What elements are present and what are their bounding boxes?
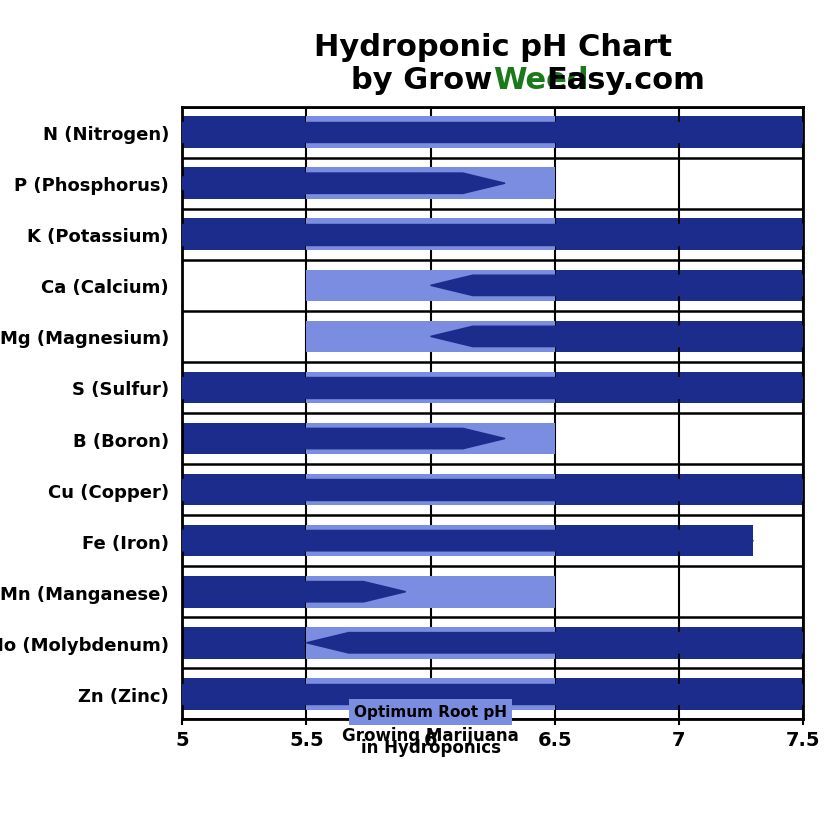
Bar [182,117,802,149]
Bar [306,576,554,608]
Text: in Hydroponics: in Hydroponics [360,739,500,757]
Polygon shape [232,429,504,449]
Polygon shape [430,327,802,347]
Text: Optimum Root pH: Optimum Root pH [354,705,506,719]
Polygon shape [182,531,753,552]
Bar [157,168,554,200]
Polygon shape [182,123,802,143]
Polygon shape [306,633,802,653]
Bar [182,627,802,659]
Polygon shape [182,225,802,245]
Bar [182,678,802,710]
Bar [306,219,554,251]
Bar [182,525,753,557]
Bar [182,576,554,608]
Polygon shape [182,684,802,705]
Polygon shape [182,378,802,399]
Text: Weed: Weed [492,66,587,95]
Polygon shape [182,480,802,500]
Bar [306,321,554,353]
Polygon shape [430,276,802,296]
Bar [306,270,802,302]
Text: Growing Marijuana: Growing Marijuana [342,726,519,744]
Bar [182,219,802,251]
Bar [306,168,554,200]
Bar [306,474,554,506]
Text: Easy.com: Easy.com [546,66,705,95]
Text: Hydroponic pH Chart: Hydroponic pH Chart [313,33,671,62]
Bar [182,423,554,455]
Text: by Grow: by Grow [351,66,492,95]
Bar [182,372,802,404]
Polygon shape [157,174,504,194]
Bar [306,117,554,149]
Bar [306,423,554,455]
Bar [306,270,554,302]
Polygon shape [232,582,405,602]
Bar [182,474,802,506]
Bar [306,678,554,710]
Bar [306,525,554,557]
Bar [306,321,802,353]
Bar [306,627,554,659]
Bar [306,372,554,404]
